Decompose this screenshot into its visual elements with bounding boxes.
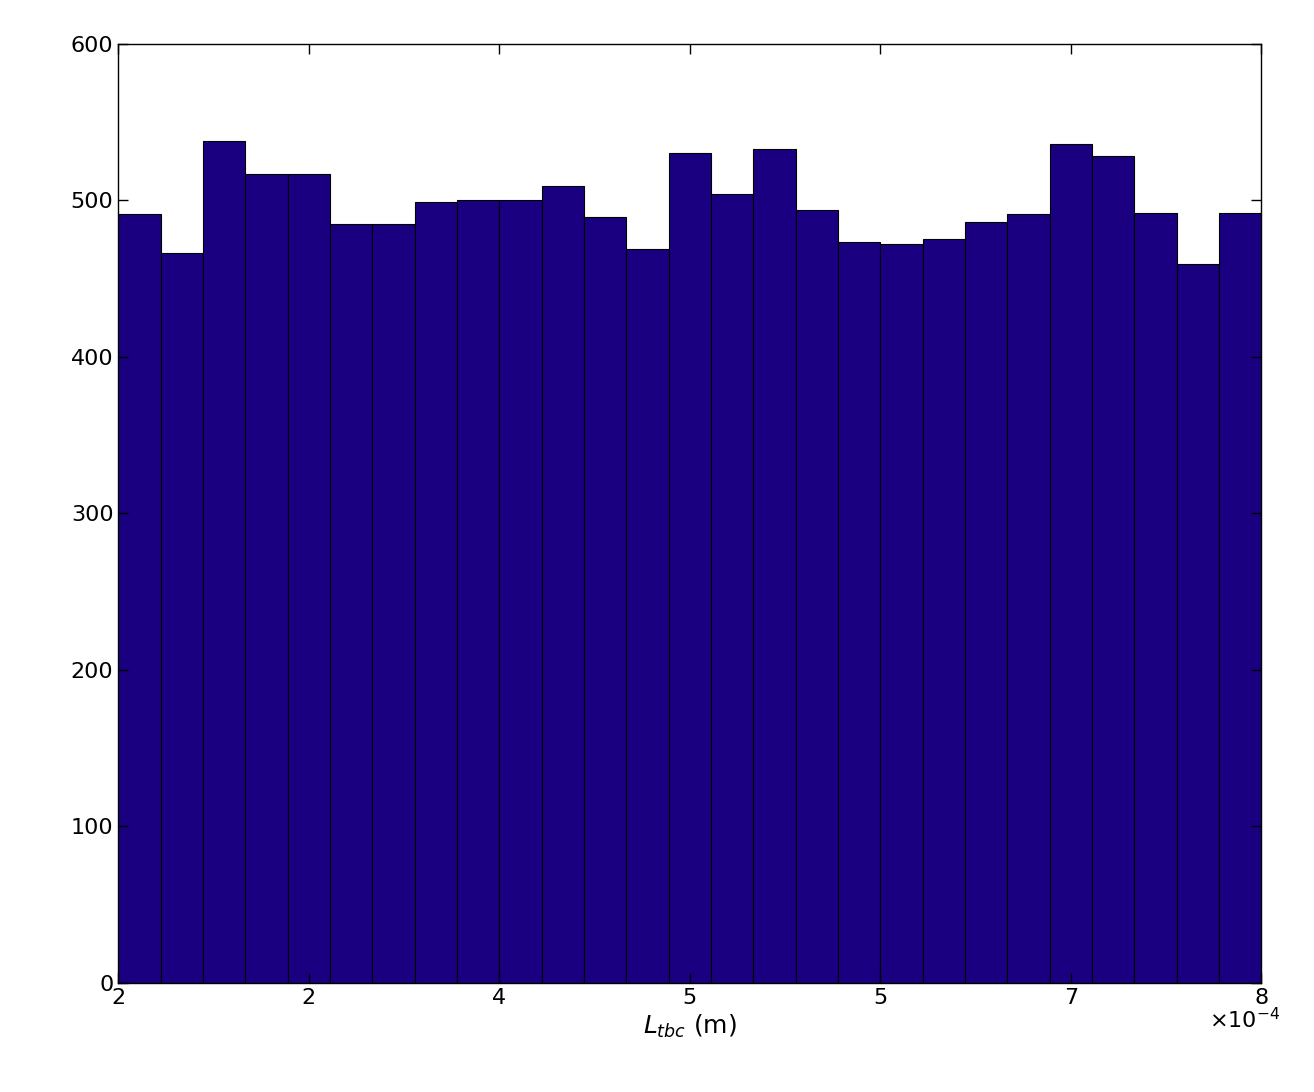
Bar — [202, 141, 246, 983]
Bar — [1219, 213, 1261, 983]
Bar — [457, 200, 499, 983]
Bar — [753, 149, 796, 983]
Bar — [1134, 213, 1177, 983]
Bar — [964, 222, 1008, 983]
Bar — [288, 174, 330, 983]
Bar — [711, 194, 753, 983]
Bar — [669, 153, 711, 983]
Bar — [1177, 264, 1219, 983]
Bar — [1092, 156, 1134, 983]
Bar — [499, 200, 541, 983]
Bar — [415, 202, 457, 983]
Bar — [372, 224, 415, 983]
Bar — [880, 244, 922, 983]
Bar — [330, 224, 372, 983]
Bar — [583, 217, 627, 983]
X-axis label: $L_{tbc}$ (m): $L_{tbc}$ (m) — [643, 1013, 737, 1041]
Bar — [627, 249, 669, 983]
Bar — [1050, 144, 1092, 983]
Bar — [1008, 214, 1050, 983]
Bar — [922, 239, 964, 983]
Bar — [838, 242, 880, 983]
Bar — [118, 214, 160, 983]
Bar — [541, 186, 583, 983]
Bar — [796, 210, 838, 983]
Text: $\times10^{-4}$: $\times10^{-4}$ — [1209, 1007, 1280, 1032]
Bar — [160, 253, 202, 983]
Bar — [246, 174, 288, 983]
